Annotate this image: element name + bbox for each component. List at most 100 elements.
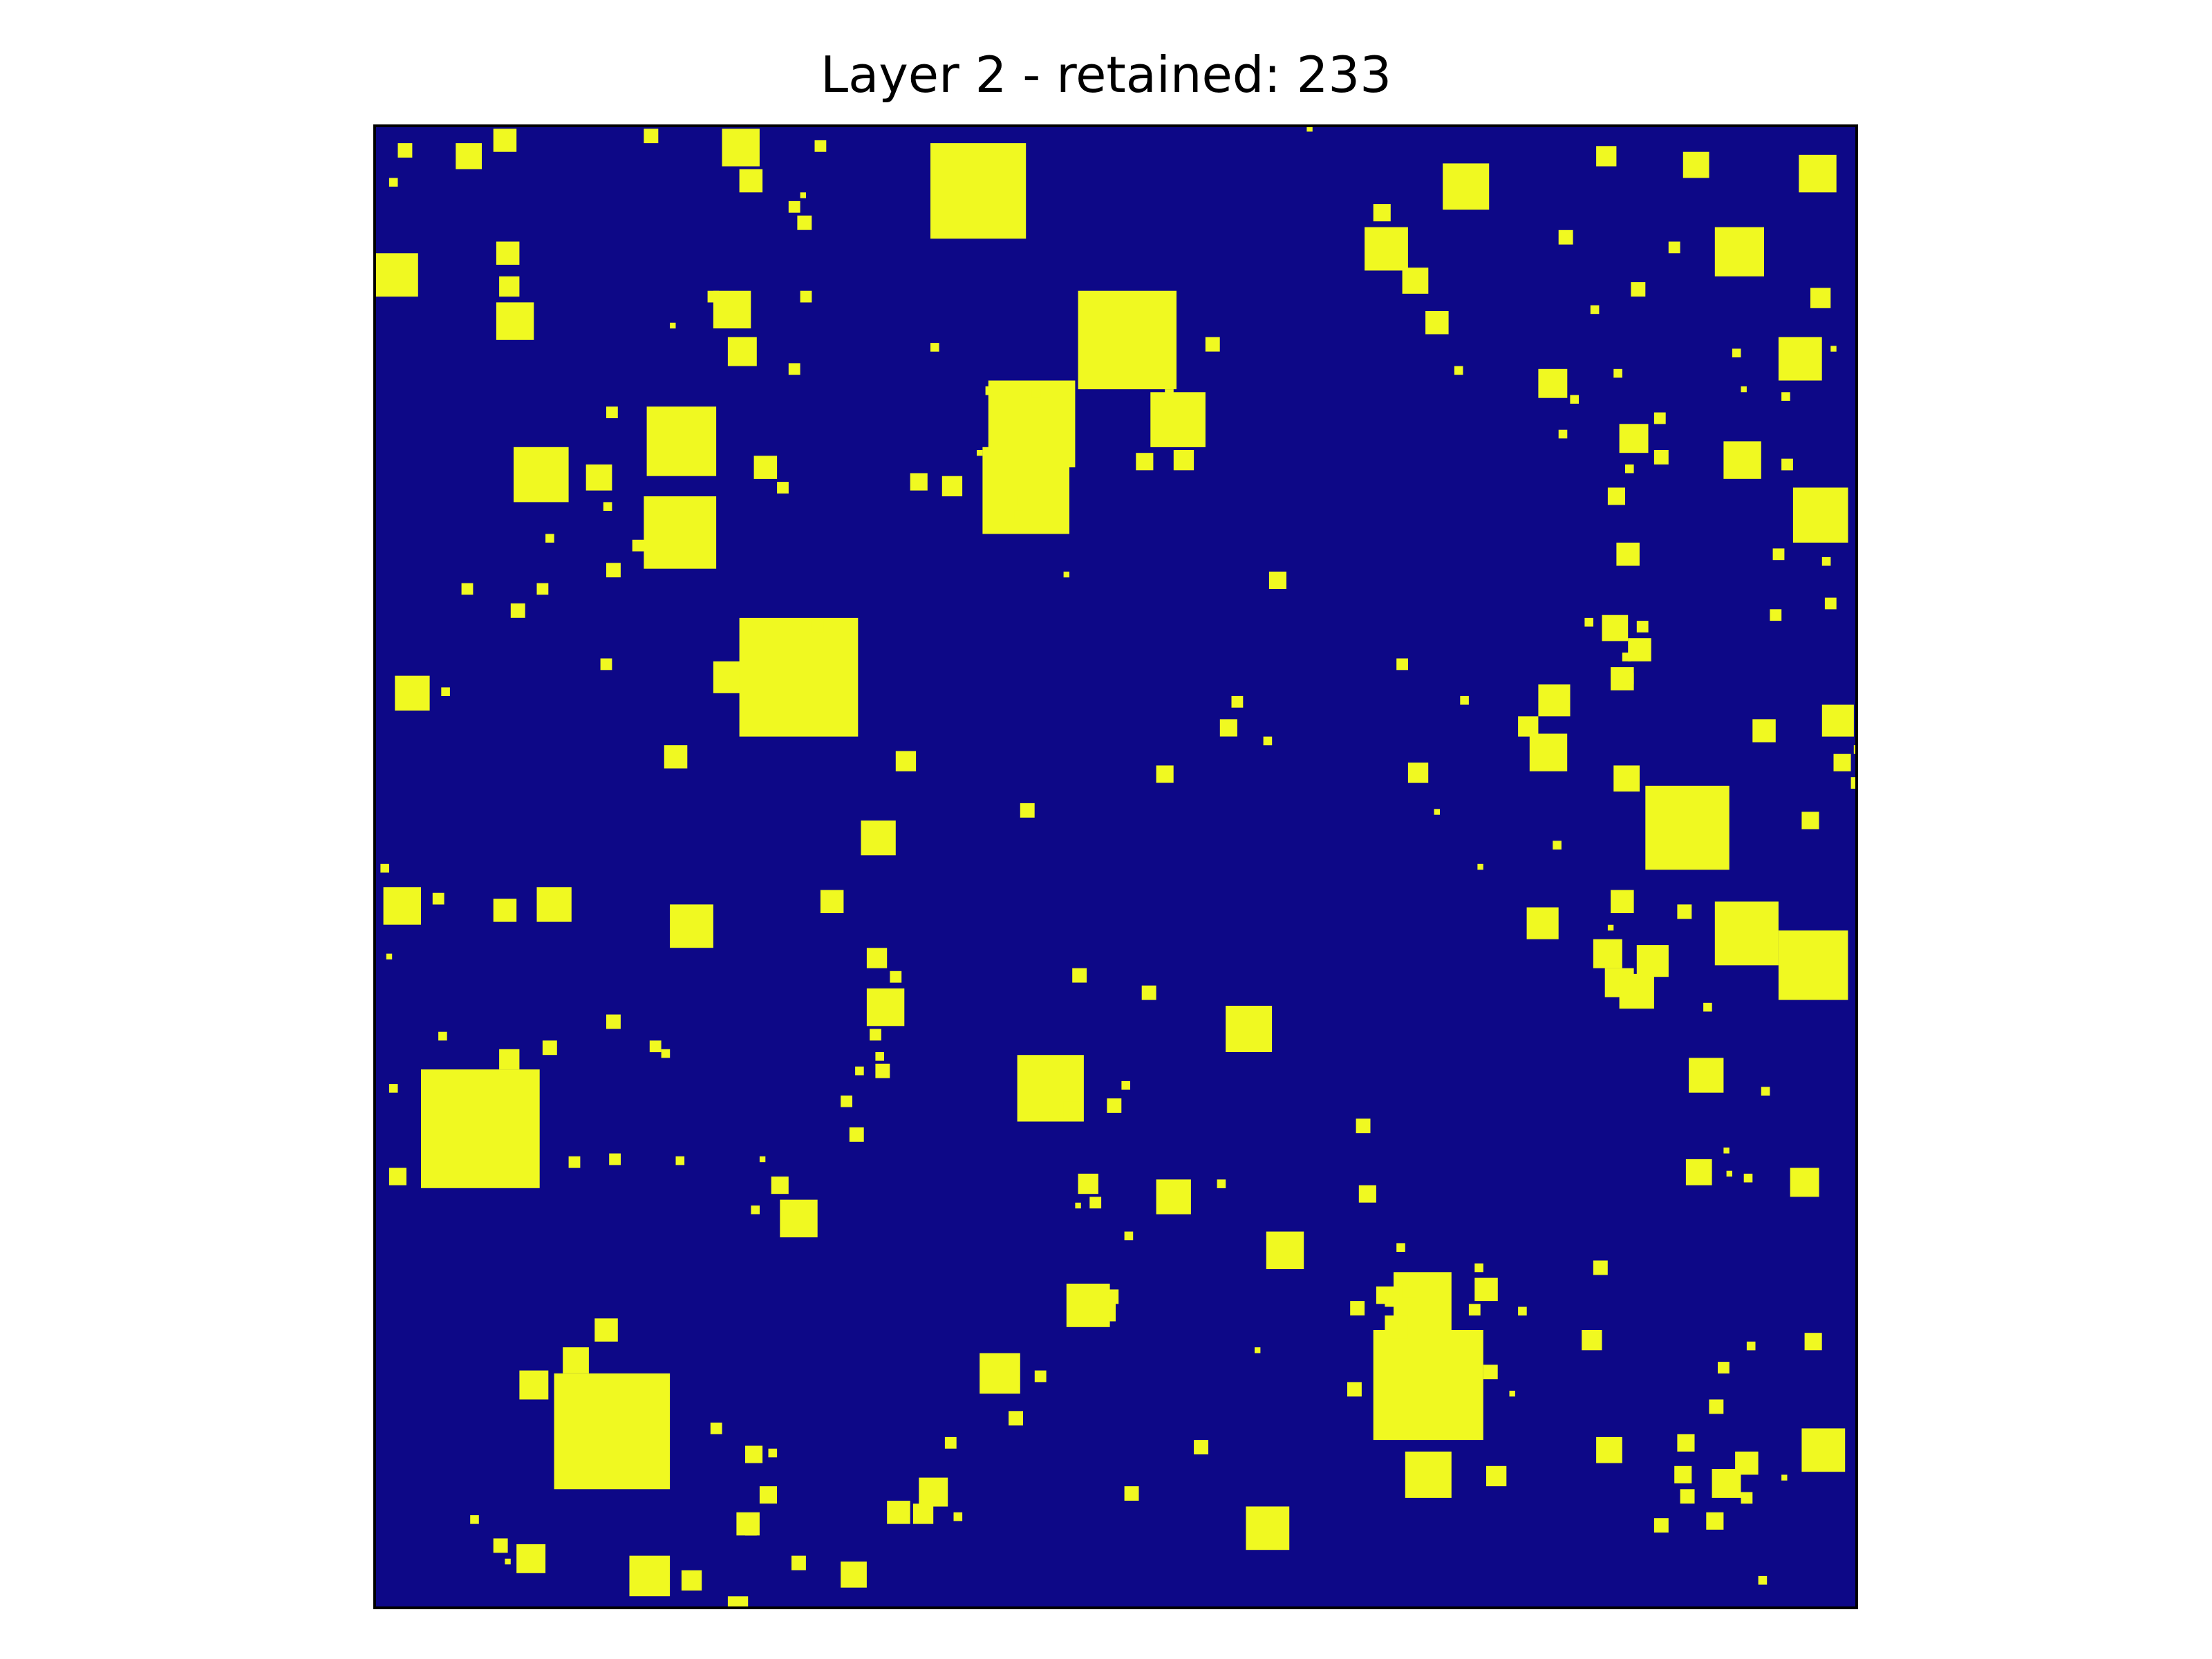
retained-square (797, 215, 812, 230)
retained-square (1616, 543, 1640, 566)
heatmap-cells (375, 126, 1857, 1609)
retained-square (1226, 1006, 1273, 1052)
retained-square (1653, 450, 1669, 465)
retained-square (1778, 930, 1848, 1000)
retained-square (375, 253, 418, 297)
retained-square (644, 496, 717, 569)
retained-square (1584, 617, 1593, 627)
retained-square (1063, 1101, 1081, 1119)
retained-square (980, 1353, 1020, 1394)
retained-square (707, 290, 720, 303)
retained-square (1625, 464, 1634, 474)
retained-square (727, 1596, 749, 1609)
retained-square (941, 476, 963, 496)
retained-square (1680, 1489, 1695, 1504)
retained-square (788, 200, 800, 213)
retained-square (1468, 1304, 1481, 1316)
retained-square (1770, 609, 1782, 621)
retained-square (1009, 496, 1018, 505)
retained-square (1689, 1058, 1724, 1093)
retained-square (1031, 389, 1041, 398)
retained-square (1538, 684, 1571, 717)
retained-square (1066, 1284, 1110, 1327)
retained-square (849, 1127, 864, 1142)
retained-square (1636, 621, 1649, 632)
retained-square (1483, 1365, 1498, 1380)
retained-square (670, 904, 713, 948)
retained-square (1772, 548, 1785, 561)
retained-square (1246, 1506, 1290, 1550)
retained-square (1593, 1260, 1608, 1275)
retained-square (1165, 389, 1174, 398)
retained-square (395, 675, 430, 711)
retained-square (649, 1040, 662, 1053)
retained-square (542, 1040, 557, 1056)
retained-square (1718, 1362, 1730, 1374)
retained-square (944, 1436, 957, 1449)
retained-square (661, 1049, 671, 1058)
retained-square (1474, 1277, 1498, 1302)
retained-square (1723, 1147, 1730, 1154)
chart-title: Layer 2 - retained: 233 (821, 46, 1391, 104)
retained-square (1622, 673, 1634, 685)
retained-square (536, 887, 572, 922)
retained-square (1434, 809, 1440, 815)
retained-square (505, 1558, 511, 1565)
retained-square (1653, 1518, 1669, 1533)
retained-square (386, 953, 393, 959)
retained-square (745, 1524, 757, 1536)
retained-square (397, 143, 413, 158)
retained-square (664, 745, 688, 769)
retained-square (606, 406, 618, 418)
retained-square (1089, 1197, 1102, 1209)
retained-square (493, 899, 517, 922)
retained-square (788, 363, 800, 375)
retained-square (1645, 785, 1730, 870)
retained-square (510, 603, 525, 618)
retained-square (1582, 1330, 1602, 1351)
retained-square (681, 1570, 702, 1591)
retained-square (554, 1373, 671, 1490)
retained-square (1550, 910, 1556, 917)
retained-square (814, 140, 827, 152)
retained-square (600, 658, 612, 671)
retained-square (1778, 337, 1822, 381)
retained-square (780, 1199, 818, 1237)
retained-square (791, 1555, 806, 1571)
retained-square (1205, 337, 1220, 352)
retained-square (768, 1448, 778, 1458)
retained-square (675, 1156, 685, 1165)
retained-square (866, 988, 905, 1027)
retained-square (855, 1066, 864, 1076)
retained-square (1255, 1347, 1261, 1353)
retained-square (496, 241, 520, 265)
retained-square (1726, 1170, 1732, 1177)
retained-square (910, 473, 928, 491)
retained-square (456, 143, 482, 169)
retained-square (421, 1069, 540, 1188)
retained-square (1150, 392, 1206, 447)
retained-square (1613, 765, 1640, 792)
retained-square (1741, 386, 1747, 393)
retained-square (912, 1503, 934, 1524)
retained-square (1593, 939, 1622, 968)
retained-square (1821, 704, 1854, 737)
retained-square (841, 1095, 852, 1107)
retained-square (1752, 719, 1776, 742)
retained-square (585, 464, 612, 491)
retained-square (1373, 204, 1391, 222)
retained-square (1741, 1492, 1753, 1504)
retained-square (1460, 695, 1469, 705)
retained-square (953, 1512, 963, 1521)
retained-square (1124, 1231, 1134, 1241)
retained-square (646, 406, 717, 476)
retained-square (1385, 1315, 1408, 1339)
retained-square (1173, 450, 1194, 471)
retained-square (441, 687, 450, 696)
retained-square (1732, 348, 1741, 357)
plot-frame (373, 124, 1858, 1609)
retained-square (1628, 638, 1651, 662)
retained-square (1425, 311, 1449, 335)
retained-square (1477, 863, 1483, 870)
retained-square (606, 563, 621, 578)
